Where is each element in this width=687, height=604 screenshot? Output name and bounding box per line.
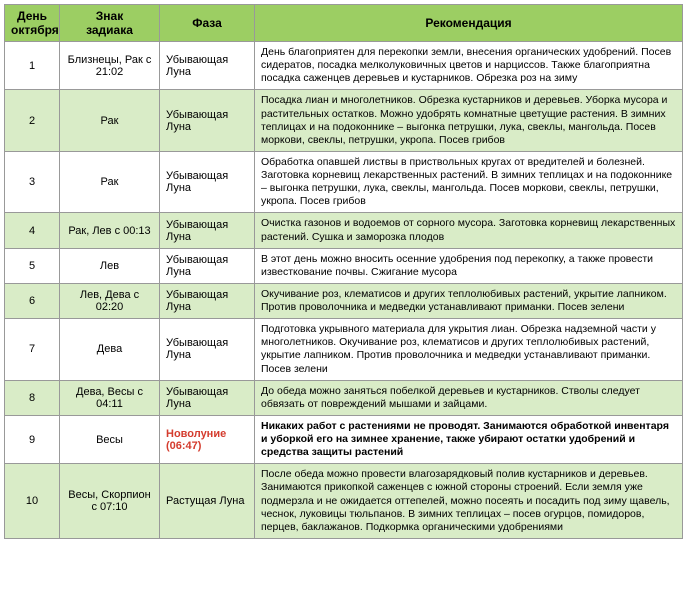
header-phase: Фаза: [160, 5, 255, 42]
table-row: 4Рак, Лев с 00:13Убывающая ЛунаОчистка г…: [5, 213, 683, 248]
cell-phase: Новолуние (06:47): [160, 415, 255, 463]
cell-phase: Убывающая Луна: [160, 380, 255, 415]
cell-phase: Убывающая Луна: [160, 90, 255, 152]
cell-day: 10: [5, 464, 60, 539]
cell-sign: Дева, Весы с 04:11: [60, 380, 160, 415]
header-row: Деньоктября Знакзадиака Фаза Рекомендаци…: [5, 5, 683, 42]
cell-sign: Лев, Дева с 02:20: [60, 283, 160, 318]
cell-sign: Рак: [60, 90, 160, 152]
table-row: 7ДеваУбывающая ЛунаПодготовка укрывного …: [5, 319, 683, 381]
cell-phase: Растущая Луна: [160, 464, 255, 539]
header-sign: Знакзадиака: [60, 5, 160, 42]
lunar-calendar-table: Деньоктября Знакзадиака Фаза Рекомендаци…: [4, 4, 683, 539]
cell-recommendation: В этот день можно вносить осенние удобре…: [255, 248, 683, 283]
cell-phase: Убывающая Луна: [160, 248, 255, 283]
cell-day: 8: [5, 380, 60, 415]
table-row: 3РакУбывающая ЛунаОбработка опавшей лист…: [5, 151, 683, 213]
cell-phase: Убывающая Луна: [160, 42, 255, 90]
cell-phase: Убывающая Луна: [160, 213, 255, 248]
cell-day: 6: [5, 283, 60, 318]
table-body: 1Близнецы, Рак с 21:02Убывающая ЛунаДень…: [5, 42, 683, 539]
table-row: 9ВесыНоволуние (06:47)Никаких работ с ра…: [5, 415, 683, 463]
header-day: Деньоктября: [5, 5, 60, 42]
cell-sign: Рак, Лев с 00:13: [60, 213, 160, 248]
cell-day: 5: [5, 248, 60, 283]
cell-sign: Рак: [60, 151, 160, 213]
table-row: 1Близнецы, Рак с 21:02Убывающая ЛунаДень…: [5, 42, 683, 90]
cell-recommendation: Посадка лиан и многолетников. Обрезка ку…: [255, 90, 683, 152]
cell-day: 2: [5, 90, 60, 152]
cell-day: 7: [5, 319, 60, 381]
table-row: 5ЛевУбывающая ЛунаВ этот день можно внос…: [5, 248, 683, 283]
table-row: 6Лев, Дева с 02:20Убывающая ЛунаОкучиван…: [5, 283, 683, 318]
cell-recommendation: День благоприятен для перекопки земли, в…: [255, 42, 683, 90]
cell-recommendation: Очистка газонов и водоемов от сорного му…: [255, 213, 683, 248]
cell-phase: Убывающая Луна: [160, 283, 255, 318]
cell-day: 4: [5, 213, 60, 248]
header-rec: Рекомендация: [255, 5, 683, 42]
cell-sign: Близнецы, Рак с 21:02: [60, 42, 160, 90]
cell-recommendation: Подготовка укрывного материала для укрыт…: [255, 319, 683, 381]
cell-sign: Весы: [60, 415, 160, 463]
cell-day: 3: [5, 151, 60, 213]
table-row: 10Весы, Скорпион с 07:10Растущая ЛунаПос…: [5, 464, 683, 539]
cell-sign: Лев: [60, 248, 160, 283]
cell-day: 9: [5, 415, 60, 463]
cell-day: 1: [5, 42, 60, 90]
cell-recommendation: Никаких работ с растениями не проводят. …: [255, 415, 683, 463]
cell-phase: Убывающая Луна: [160, 319, 255, 381]
cell-phase: Убывающая Луна: [160, 151, 255, 213]
cell-recommendation: После обеда можно провести влагозарядков…: [255, 464, 683, 539]
cell-recommendation: До обеда можно заняться побелкой деревье…: [255, 380, 683, 415]
cell-sign: Дева: [60, 319, 160, 381]
table-row: 8Дева, Весы с 04:11Убывающая ЛунаДо обед…: [5, 380, 683, 415]
cell-sign: Весы, Скорпион с 07:10: [60, 464, 160, 539]
cell-recommendation: Окучивание роз, клематисов и других тепл…: [255, 283, 683, 318]
cell-recommendation: Обработка опавшей листвы в приствольных …: [255, 151, 683, 213]
table-row: 2РакУбывающая ЛунаПосадка лиан и многоле…: [5, 90, 683, 152]
